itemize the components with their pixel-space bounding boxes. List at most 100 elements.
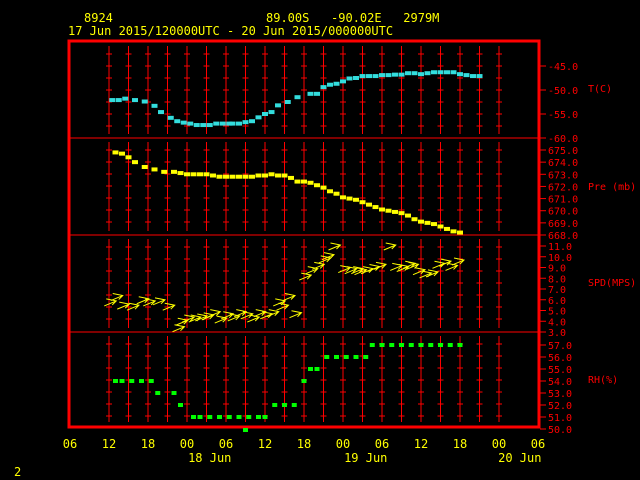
rh-point bbox=[243, 428, 248, 432]
wind-barb bbox=[282, 293, 297, 301]
wind-barb bbox=[360, 266, 375, 275]
time-range: 17 Jun 2015/120000UTC - 20 Jun 2015/0000… bbox=[68, 24, 393, 38]
wind-barb bbox=[383, 242, 397, 251]
temperature-point bbox=[307, 91, 314, 96]
wind-barb bbox=[208, 309, 222, 318]
temperature-point bbox=[132, 98, 138, 103]
pressure-point bbox=[281, 173, 288, 178]
y-tick-label: 11.0 bbox=[548, 242, 572, 253]
rh-point bbox=[379, 343, 385, 347]
temperature-point bbox=[242, 120, 249, 125]
temperature-point bbox=[405, 71, 411, 76]
temperature-point bbox=[229, 121, 236, 126]
pressure-point bbox=[249, 174, 255, 179]
rh-point bbox=[155, 391, 161, 395]
y-tick-label: 10.0 bbox=[548, 253, 572, 264]
station-id: 8924 bbox=[84, 11, 113, 25]
y-tick-label: 670.0 bbox=[548, 207, 578, 218]
rh-point bbox=[291, 403, 297, 407]
temperature-point bbox=[115, 98, 122, 103]
rh-point bbox=[246, 415, 252, 419]
y-tick-label: 54.0 bbox=[548, 377, 572, 388]
pressure-point bbox=[307, 180, 314, 185]
temperature-point bbox=[353, 76, 359, 80]
pressure-point bbox=[457, 230, 463, 235]
temperature-point bbox=[424, 71, 431, 76]
pressure-point bbox=[431, 222, 437, 227]
temperature-point bbox=[366, 74, 372, 79]
wind-barb bbox=[143, 298, 157, 307]
pressure-point bbox=[418, 219, 424, 224]
pressure-point bbox=[359, 200, 366, 205]
rh-point bbox=[438, 343, 443, 347]
pressure-point bbox=[366, 202, 372, 207]
temperature-point bbox=[463, 73, 470, 78]
pressure-point bbox=[268, 172, 275, 177]
wind-barb bbox=[182, 314, 196, 323]
rh-point bbox=[408, 343, 414, 347]
y-tick-label: 4.0 bbox=[548, 317, 566, 328]
temperature-point bbox=[174, 119, 181, 124]
chart-frame bbox=[67, 39, 541, 429]
y-tick-label: 671.0 bbox=[548, 195, 578, 206]
temperature-point bbox=[450, 70, 457, 75]
pressure-point bbox=[223, 174, 229, 179]
y-tick-label: 668.0 bbox=[548, 231, 578, 242]
y-tick-label: 5.0 bbox=[548, 307, 566, 318]
y-tick-label: 7.0 bbox=[548, 285, 566, 296]
wind-barb bbox=[299, 272, 313, 281]
pressure-point bbox=[294, 179, 301, 184]
pressure-point bbox=[236, 174, 242, 179]
pressure-point bbox=[171, 169, 177, 174]
pressure-point bbox=[177, 171, 184, 176]
wind-barb bbox=[451, 257, 466, 266]
rh-point bbox=[324, 355, 330, 359]
temperature-point bbox=[122, 96, 129, 101]
temperature-point bbox=[327, 82, 333, 87]
y-tick-label: -45.0 bbox=[548, 62, 578, 73]
y-tick-label: 51.0 bbox=[548, 413, 572, 424]
pressure-point bbox=[320, 185, 327, 190]
pressure-point bbox=[242, 174, 249, 179]
panel-label: Pre (mb) bbox=[588, 182, 636, 193]
temperature-point bbox=[476, 74, 483, 79]
y-tick-label: -55.0 bbox=[548, 110, 578, 121]
x-day-label: 18 Jun bbox=[188, 451, 231, 465]
rh-point bbox=[197, 415, 203, 419]
wind-barb bbox=[172, 324, 186, 333]
pressure-point bbox=[379, 207, 385, 212]
rh-point bbox=[256, 415, 261, 419]
temperature-point bbox=[249, 119, 255, 124]
rh-point bbox=[236, 415, 242, 419]
temperature-point bbox=[320, 85, 327, 90]
temperature-point bbox=[411, 71, 418, 76]
y-tick-label: 675.0 bbox=[548, 146, 578, 157]
temperature-point bbox=[398, 72, 405, 77]
pressure-point bbox=[372, 205, 379, 210]
rh-point bbox=[207, 415, 213, 419]
wind-barb bbox=[152, 297, 167, 306]
y-tick-label: 8.0 bbox=[548, 274, 566, 285]
wind-barb bbox=[321, 252, 336, 261]
rh-point bbox=[457, 343, 463, 347]
temperature-point bbox=[385, 73, 392, 78]
temperature-point bbox=[284, 100, 291, 104]
wind-barb bbox=[266, 309, 280, 318]
rh-point bbox=[389, 343, 395, 347]
wind-barb bbox=[227, 313, 241, 322]
y-tick-label: 672.0 bbox=[548, 182, 578, 193]
pressure-point bbox=[301, 179, 307, 184]
pressure-point bbox=[262, 173, 268, 178]
temperature-point bbox=[255, 115, 262, 120]
temperature-point bbox=[340, 79, 346, 84]
pressure-point bbox=[119, 151, 125, 156]
wind-barb bbox=[276, 302, 290, 311]
temperature-point bbox=[437, 70, 444, 75]
pressure-point bbox=[255, 173, 262, 178]
wind-barb bbox=[344, 266, 358, 275]
rh-point bbox=[139, 379, 144, 383]
wind-barb bbox=[373, 261, 388, 270]
pressure-point bbox=[340, 195, 346, 200]
rh-point bbox=[113, 379, 118, 383]
rh-point bbox=[282, 403, 287, 407]
